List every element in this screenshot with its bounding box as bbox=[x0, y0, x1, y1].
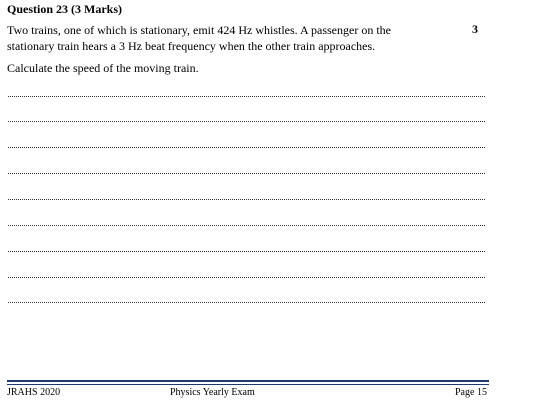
answer-line-1[interactable] bbox=[8, 96, 485, 97]
answer-line-8[interactable] bbox=[8, 277, 485, 278]
question-text: Two trains, one of which is stationary, … bbox=[7, 22, 427, 54]
answer-line-7[interactable] bbox=[8, 251, 485, 252]
question-instruction: Calculate the speed of the moving train. bbox=[7, 61, 199, 75]
question-text-line-2: stationary train hears a 3 Hz beat frequ… bbox=[7, 39, 376, 53]
answer-line-4[interactable] bbox=[8, 173, 485, 174]
answer-line-6[interactable] bbox=[8, 225, 485, 226]
footer-page-number: Page 15 bbox=[455, 387, 487, 398]
answer-line-9[interactable] bbox=[8, 302, 485, 303]
footer-school: JRAHS 2020 bbox=[7, 387, 61, 398]
footer-rule-thin bbox=[7, 384, 489, 385]
answer-line-5[interactable] bbox=[8, 199, 485, 200]
question-text-line-1: Two trains, one of which is stationary, … bbox=[7, 23, 391, 37]
answer-line-2[interactable] bbox=[8, 121, 485, 122]
question-title: Question 23 (3 Marks) bbox=[7, 2, 122, 16]
answer-line-3[interactable] bbox=[8, 147, 485, 148]
question-marks: 3 bbox=[472, 22, 478, 36]
footer-rule-thick bbox=[7, 380, 489, 382]
footer-exam-title: Physics Yearly Exam bbox=[170, 387, 255, 398]
